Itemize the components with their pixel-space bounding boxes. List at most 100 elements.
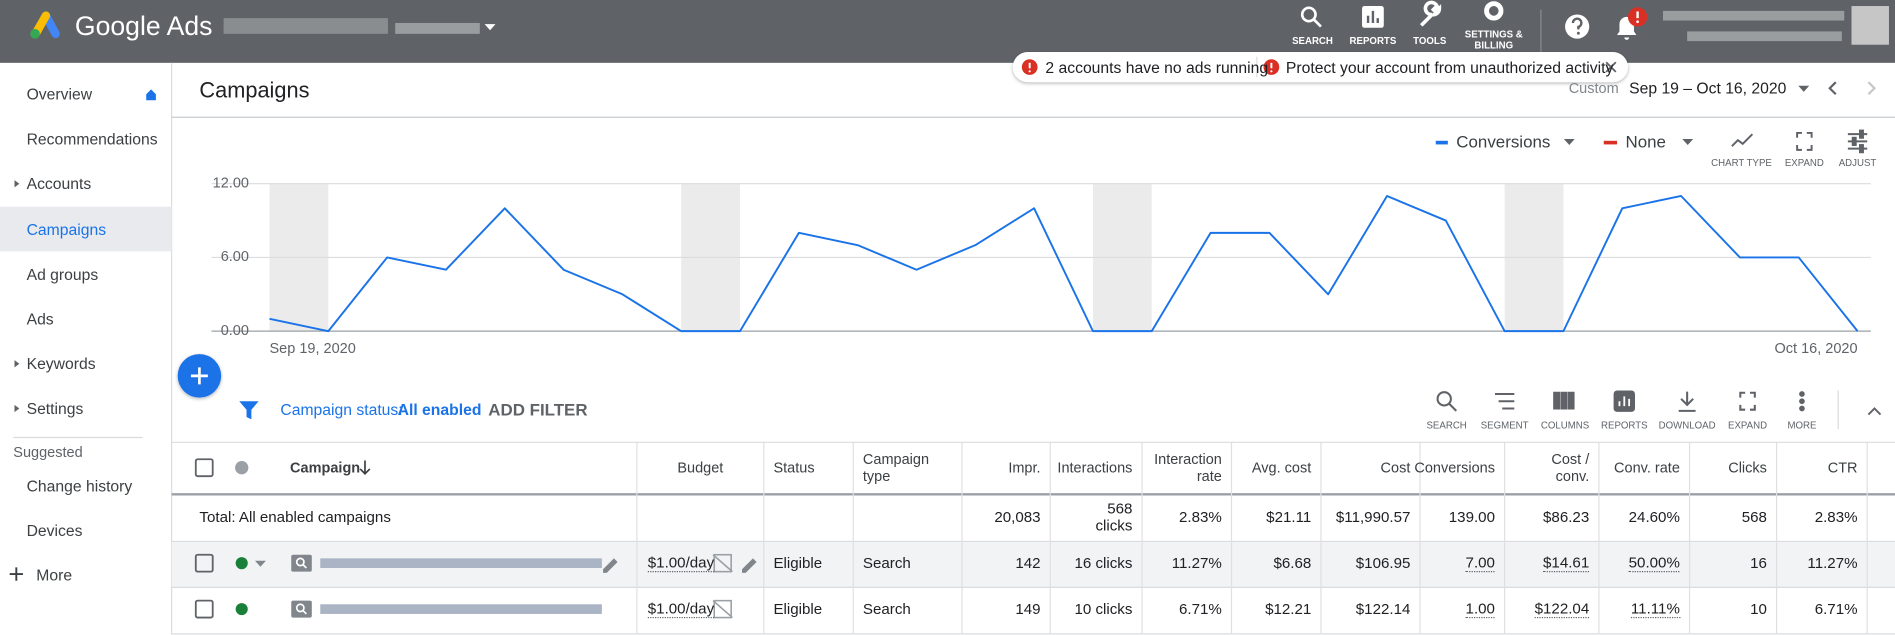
cell: 50.00% (1628, 554, 1680, 573)
cell: 2.83% (1814, 508, 1858, 526)
nav-label[interactable]: SETTINGS & BILLING (1464, 29, 1523, 51)
checkboxes[interactable] (194, 458, 214, 619)
campaign-type: Search (862, 554, 911, 572)
collapse-table[interactable] (1867, 407, 1882, 416)
status-dropdown[interactable] (255, 560, 266, 567)
redacted-email (1687, 31, 1842, 42)
secondary-dropdown[interactable] (1682, 138, 1694, 146)
cell: 10 clicks (1074, 600, 1133, 618)
close-notification[interactable] (1605, 61, 1617, 73)
cell: 16 (1750, 554, 1767, 572)
y-tick-label: 12.00 (213, 176, 249, 192)
notification-icons (1021, 56, 1280, 78)
nav-item[interactable]: Campaigns (26, 220, 107, 239)
date-dropdown[interactable] (1798, 85, 1810, 92)
avatar[interactable] (1851, 6, 1889, 45)
nav-item[interactable]: Overview (26, 85, 93, 104)
cell: 10 (1750, 600, 1767, 618)
help-glyph (1571, 17, 1583, 30)
table-tool-label[interactable]: EXPAND (1728, 419, 1768, 431)
cell: 6.71% (1178, 600, 1222, 618)
nav-label[interactable]: REPORTS (1349, 35, 1397, 47)
column-header[interactable]: Cost / conv. (1551, 450, 1590, 485)
cell: 24.60% (1628, 508, 1680, 526)
redacted-id (395, 22, 480, 34)
expand-arrows (14, 180, 20, 413)
budget: $1.00/day (647, 554, 715, 573)
campaign-icons (291, 554, 312, 618)
chart-tool-label[interactable]: CHART TYPE (1711, 157, 1772, 169)
legend-label[interactable]: Conversions (1456, 131, 1551, 152)
nav-item[interactable]: Ad groups (26, 265, 99, 284)
table-tool-label[interactable]: DOWNLOAD (1658, 419, 1716, 431)
column-header[interactable]: Impr. (1008, 459, 1041, 477)
nav-item[interactable]: Recommendations (26, 129, 158, 149)
filter-label[interactable]: Campaign status: (280, 400, 403, 419)
add-filter[interactable]: ADD FILTER (488, 400, 588, 420)
column-header[interactable]: Budget (677, 459, 724, 477)
filter-icon (239, 401, 259, 420)
home-icon (146, 89, 156, 101)
nav-item[interactable]: Accounts (26, 174, 92, 193)
column-header[interactable]: Cost (1380, 459, 1411, 477)
status: Eligible (773, 554, 823, 572)
column-header[interactable]: Avg. cost (1251, 459, 1312, 477)
table-tool-label[interactable]: REPORTS (1601, 419, 1648, 431)
data-line (269, 195, 1859, 333)
column-header[interactable]: Interaction rate (1154, 450, 1222, 485)
table-tool-label[interactable]: SEARCH (1426, 419, 1467, 431)
column-header[interactable]: CTR (1827, 459, 1858, 477)
nav-item[interactable]: Devices (26, 521, 83, 540)
chart-tool-label[interactable]: ADJUST (1838, 157, 1877, 169)
nav-label[interactable]: SEARCH (1292, 35, 1333, 47)
budget: $1.00/day (647, 600, 715, 619)
chart-tool-label[interactable]: EXPAND (1784, 157, 1824, 169)
column-header[interactable]: Interactions (1057, 459, 1133, 477)
cell: 6.71% (1814, 600, 1858, 618)
report-bars (1618, 396, 1631, 407)
edit-icon[interactable] (742, 558, 757, 573)
column-header[interactable]: Status (773, 459, 815, 477)
account-dropdown[interactable] (484, 24, 496, 31)
nav-item[interactable]: Change history (26, 476, 133, 495)
notification[interactable]: Protect your account from unauthorized a… (1285, 58, 1614, 77)
cell: 11.27% (1171, 554, 1222, 572)
nav-label[interactable]: TOOLS (1413, 35, 1447, 47)
status: Eligible (773, 600, 823, 618)
nav-item[interactable]: Keywords (26, 354, 96, 373)
status-dot (235, 557, 248, 570)
column-header[interactable]: Campaign type (862, 450, 930, 485)
status-dot (235, 603, 248, 616)
cell: 11.11% (1630, 600, 1680, 619)
metric-dropdown[interactable] (1563, 138, 1575, 146)
column-header[interactable]: Campaign (290, 459, 361, 477)
product-name[interactable]: Google Ads (74, 10, 213, 42)
column-header[interactable]: Clicks (1728, 459, 1767, 477)
no-image-icons (712, 553, 733, 619)
cell: 1.00 (1465, 600, 1495, 619)
redacted-user (1662, 10, 1845, 21)
section-label: Suggested (13, 443, 83, 461)
secondary-metric[interactable]: None (1625, 131, 1666, 152)
table-tool-label[interactable]: COLUMNS (1540, 419, 1590, 431)
table-tool-label[interactable]: MORE (1787, 419, 1817, 431)
cell: 2.83% (1178, 508, 1222, 526)
table-tool-label[interactable]: SEGMENT (1480, 419, 1529, 431)
nav-item[interactable]: Settings (26, 399, 84, 418)
redacted-campaign (320, 604, 602, 614)
nav-item[interactable]: Ads (26, 309, 54, 329)
chart: 0.00 6.00 12.00 Sep 19, 2020 Oct 16, 2020 (211, 176, 1871, 357)
nav-item[interactable]: More (36, 566, 73, 585)
filter-value[interactable]: All enabled (397, 400, 482, 419)
create-plus (190, 367, 208, 385)
date-range[interactable]: Sep 19 – Oct 16, 2020 (1629, 79, 1787, 98)
edit-icon[interactable] (603, 558, 618, 573)
column-header[interactable]: Conversions (1414, 459, 1495, 477)
column-header[interactable]: Conv. rate (1614, 459, 1680, 477)
cell: $12.21 (1265, 600, 1312, 618)
prev-period[interactable] (1828, 81, 1837, 96)
notification[interactable]: 2 accounts have no ads running (1045, 58, 1269, 77)
cell: 139.00 (1448, 508, 1495, 526)
